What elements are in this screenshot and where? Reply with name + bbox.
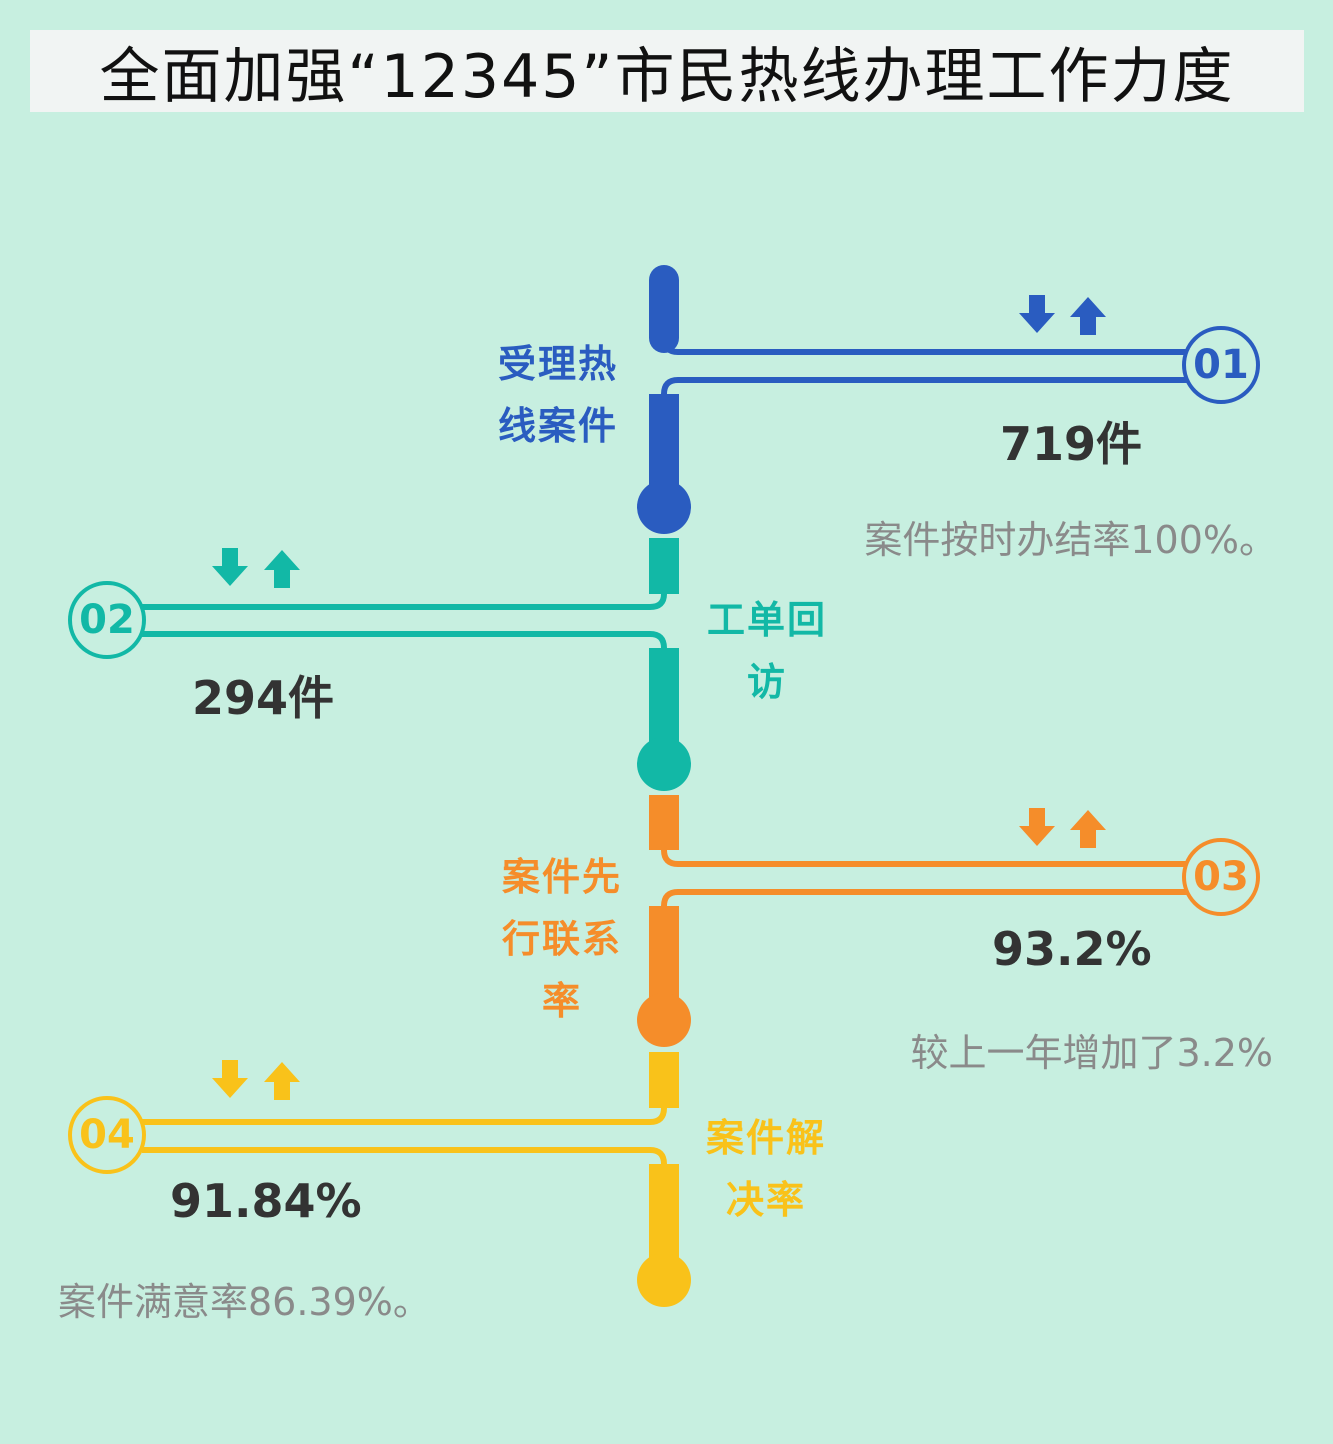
label-04: 案件解 决率 [700,1107,832,1231]
note-03: 较上一年增加了3.2% [910,1031,1273,1075]
label-04-line-2: 决率 [725,1178,806,1222]
spine-node-04 [637,1253,691,1307]
label-02-line-2: 访 [746,660,787,704]
label-01-line-1: 受理热 [498,342,619,386]
label-03-line-1: 案件先 [501,855,622,899]
page-title: 全面加强“12345”市民热线办理工作力度 [99,41,1235,112]
arrow-up-icon [264,1062,300,1100]
label-03: 案件先 行联系 率 [496,846,628,1032]
label-03-line-2: 行联系 [501,917,622,961]
arrow-up-icon [1070,810,1106,848]
arrow-down-icon [212,1060,248,1098]
badge-number-01: 01 [1193,342,1249,388]
value-04: 91.84% [170,1174,362,1228]
label-02: 工单回 访 [702,589,832,713]
badge-number-03: 03 [1193,854,1249,900]
arrow-down-icon [212,548,248,586]
value-03: 93.2% [992,922,1152,976]
spine-node-03 [637,993,691,1047]
spine-node-01 [637,480,691,534]
value-01: 719件 [1000,417,1143,471]
label-03-line-3: 率 [541,979,582,1023]
spine-segment-01-top [661,280,1187,355]
spine-node-02 [637,737,691,791]
value-02: 294件 [192,671,335,725]
note-01: 案件按时办结率100%。 [864,518,1277,562]
label-04-line-1: 案件解 [705,1116,826,1160]
arrow-up-icon [264,550,300,588]
label-02-line-1: 工单回 [706,598,827,642]
badge-number-04: 04 [79,1112,135,1158]
title-bar: 全面加强“12345”市民热线办理工作力度 [30,30,1304,112]
badge-01-ring [1182,326,1260,404]
label-01: 受理热 线案件 [498,333,618,457]
segment-02 [68,538,691,791]
badge-04-ring [68,1096,146,1174]
segment-04 [68,1052,691,1307]
segment-01 [637,265,1260,534]
segment-03 [637,795,1260,1047]
arrow-down-icon [1019,808,1055,846]
badge-number-02: 02 [79,597,135,643]
label-01-line-2: 线案件 [498,404,619,448]
note-04: 案件满意率86.39%。 [58,1280,431,1324]
badge-02-ring [68,581,146,659]
badge-03-ring [1182,838,1260,916]
arrow-up-icon [1070,297,1106,335]
arrow-down-icon [1019,295,1055,333]
